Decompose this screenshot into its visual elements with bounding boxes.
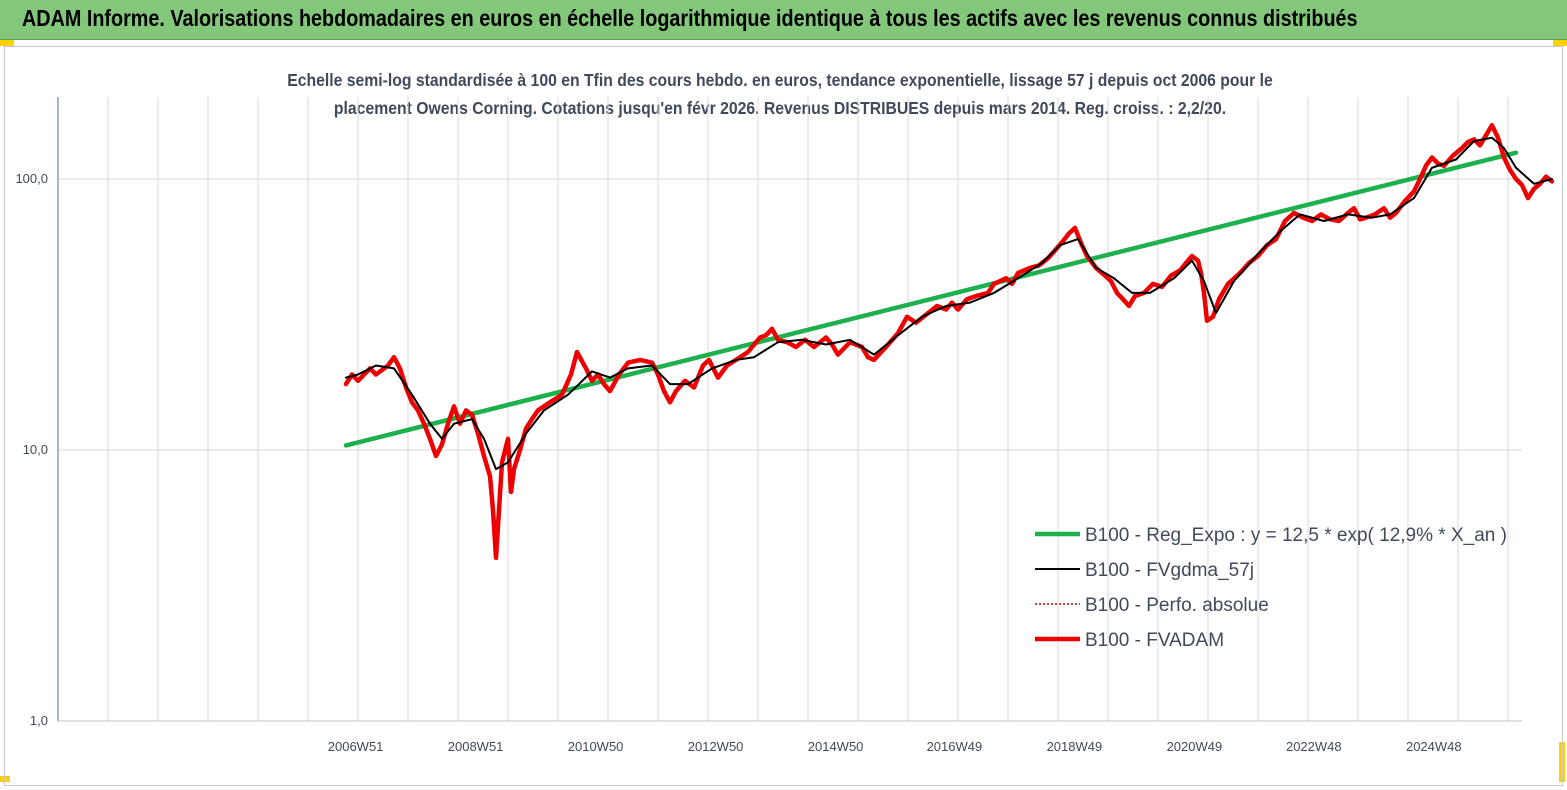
y-tick-label: 100,0	[15, 171, 48, 186]
corner-marker-bottom-left	[0, 776, 10, 782]
y-tick-label: 1,0	[30, 713, 48, 728]
corner-marker-top-right	[1553, 40, 1567, 46]
title-bar: ADAM Informe. Valorisations hebdomadaire…	[0, 0, 1567, 40]
chart-frame	[4, 46, 1563, 786]
chart-subtitle-line-1: Echelle semi-log standardisée à 100 en T…	[287, 70, 1273, 90]
legend-label-4: B100 - FVADAM	[1085, 630, 1224, 651]
x-tick-label: 2006W51	[328, 739, 384, 754]
series-line-1	[343, 150, 1519, 448]
series-layer	[343, 122, 1555, 561]
grid-layer	[58, 97, 1522, 722]
x-tick-label: 2024W48	[1406, 739, 1462, 754]
x-tick-label: 2022W48	[1286, 739, 1342, 754]
series-line-4	[343, 122, 1555, 561]
x-tick-label: 2012W50	[688, 739, 744, 754]
x-tick-label: 2016W49	[927, 739, 983, 754]
x-tick-label: 2008W51	[448, 739, 504, 754]
report-title: ADAM Informe. Valorisations hebdomadaire…	[22, 5, 1358, 31]
y-tick-label: 10,0	[23, 442, 48, 457]
x-tick-label: 2010W50	[568, 739, 624, 754]
chart-subtitle-line-2: placement Owens Corning. Cotations jusqu…	[333, 98, 1227, 118]
legend-label-1: B100 - Reg_Expo : y = 12,5 * exp( 12,9% …	[1085, 525, 1507, 546]
legend: B100 - Reg_Expo : y = 12,5 * exp( 12,9% …	[1035, 525, 1507, 651]
x-tick-label: 2020W49	[1167, 739, 1223, 754]
legend-label-2: B100 - FVgdma_57j	[1085, 560, 1254, 581]
x-tick-label: 2014W50	[808, 739, 864, 754]
series-line-2	[345, 136, 1553, 471]
x-tick-label: 2018W49	[1047, 739, 1103, 754]
axis-layer: 1,0 10,0 100,0 2006W51 2008W51 2010W50 2012W50…	[15, 97, 1522, 754]
legend-label-3: B100 - Perfo. absolue	[1085, 595, 1269, 616]
chart-subtitle: Echelle semi-log standardisée à 100 en T…	[222, 66, 1338, 122]
corner-marker-top-left	[0, 40, 14, 46]
